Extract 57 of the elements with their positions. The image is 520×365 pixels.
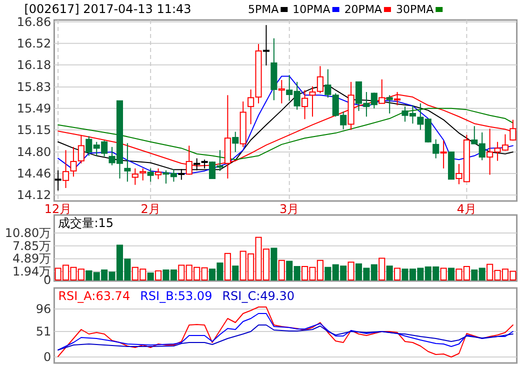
- x-tick-label: 3月: [280, 202, 300, 216]
- line-series: [58, 306, 514, 358]
- y-tick-label: 16.52: [16, 36, 52, 50]
- y-tick-label: 7.85万: [12, 238, 52, 253]
- y-tick-label: 10.80万: [4, 226, 52, 240]
- line-series: [58, 324, 514, 350]
- candlestick: [278, 80, 285, 104]
- bar: [278, 260, 285, 280]
- candlestick: [147, 168, 154, 182]
- chart-title: [002617] 2017-04-13 11:43: [24, 2, 192, 16]
- candlestick: [386, 94, 393, 114]
- bar: [232, 266, 239, 280]
- y-tick-label: 14.12: [16, 188, 52, 202]
- bar: [394, 268, 401, 280]
- bar: [155, 270, 162, 280]
- bar: [348, 262, 354, 280]
- text: RSI_C:49.30: [222, 289, 294, 303]
- candlestick: [262, 24, 270, 66]
- y-tick-label: 16.18: [16, 58, 52, 72]
- bar: [147, 272, 154, 280]
- text: RSI_B:53.09: [140, 289, 212, 303]
- y-tick-label: 14.80: [16, 145, 52, 159]
- line-series: [58, 313, 514, 350]
- bar: [440, 268, 447, 280]
- candlestick: [124, 142, 131, 182]
- candlestick: [302, 90, 308, 120]
- text: RSI_A:63.74: [58, 289, 130, 303]
- candlestick: [54, 170, 62, 192]
- legend-label: 30PMA: [396, 3, 434, 16]
- legend-label: 20PMA: [344, 3, 382, 16]
- line-series: [58, 108, 514, 160]
- legend-label: 5PMA: [248, 3, 280, 16]
- y-tick-label: 15.15: [16, 122, 52, 137]
- y-tick-label: 96: [36, 302, 52, 316]
- x-tick-label: 12月: [44, 202, 72, 216]
- candlestick: [432, 138, 440, 159]
- candlestick: [132, 168, 138, 186]
- bar: [224, 252, 231, 280]
- bar: [448, 268, 455, 280]
- candlestick: [440, 140, 447, 169]
- y-tick-label: 4.89万: [12, 252, 52, 266]
- chart-title: 成交量:15: [58, 216, 114, 230]
- y-tick-label: 16.86: [16, 14, 52, 29]
- y-tick-label: 51: [36, 324, 52, 338]
- candlestick: [232, 131, 239, 152]
- x-tick-label: 4月: [456, 202, 477, 216]
- y-tick-label: 14.46: [16, 166, 52, 180]
- y-tick-label: 0: [44, 350, 52, 364]
- y-tick-label: 15.83: [16, 80, 52, 94]
- y-tick-label: 15.49: [16, 101, 52, 116]
- candlestick: [155, 168, 162, 180]
- candlestick: [140, 168, 146, 181]
- bar: [386, 266, 393, 280]
- x-tick-label: 2月: [140, 202, 160, 216]
- bar: [270, 248, 278, 280]
- bar: [378, 258, 386, 280]
- legend-label: 10PMA: [292, 3, 331, 16]
